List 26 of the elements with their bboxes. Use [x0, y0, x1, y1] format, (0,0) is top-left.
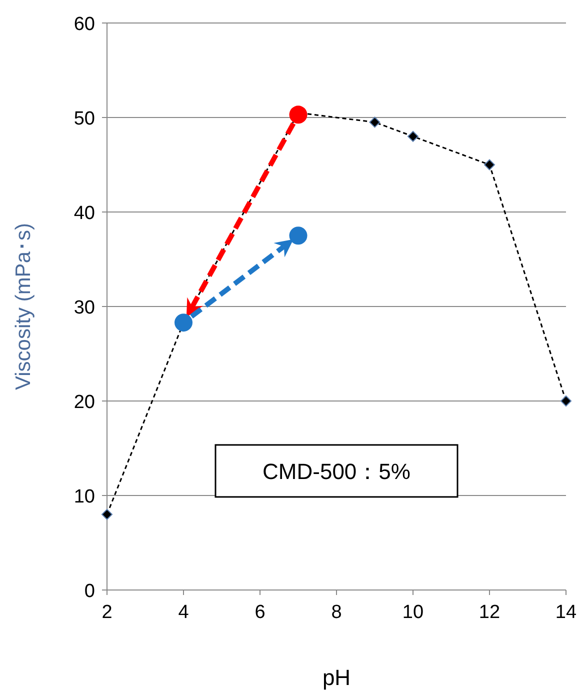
point: [102, 508, 112, 520]
x-tick-label: 8: [331, 602, 342, 623]
point: [408, 130, 418, 142]
x-tick-label: 6: [254, 602, 266, 623]
point: [289, 226, 308, 245]
y-axis-title: Viscosity (mPa･s): [12, 223, 35, 390]
annotation: CMD-500：5%: [262, 458, 410, 484]
x-tick-label: 2: [102, 602, 112, 623]
x-axis-title: pH: [322, 665, 351, 690]
point: [369, 116, 380, 128]
point: [289, 106, 308, 124]
y-tick-label: 60: [74, 14, 95, 35]
x-tick-label: 14: [555, 602, 577, 623]
point: [484, 159, 495, 170]
point: [174, 314, 192, 332]
x-tick-label: 12: [478, 602, 500, 623]
y-tick-label: 50: [74, 108, 95, 130]
y-tick-label: 20: [74, 392, 95, 413]
x-tick-label: 10: [402, 602, 424, 623]
y-tick-label: 10: [74, 486, 95, 508]
y-tick-label: 40: [74, 203, 95, 224]
label-box: CMD-500：5%: [214, 444, 458, 498]
y-tick-label: 30: [74, 298, 95, 318]
y-tick-label: 0: [84, 581, 95, 602]
x-tick-label: 4: [178, 602, 190, 623]
point: [560, 396, 572, 406]
